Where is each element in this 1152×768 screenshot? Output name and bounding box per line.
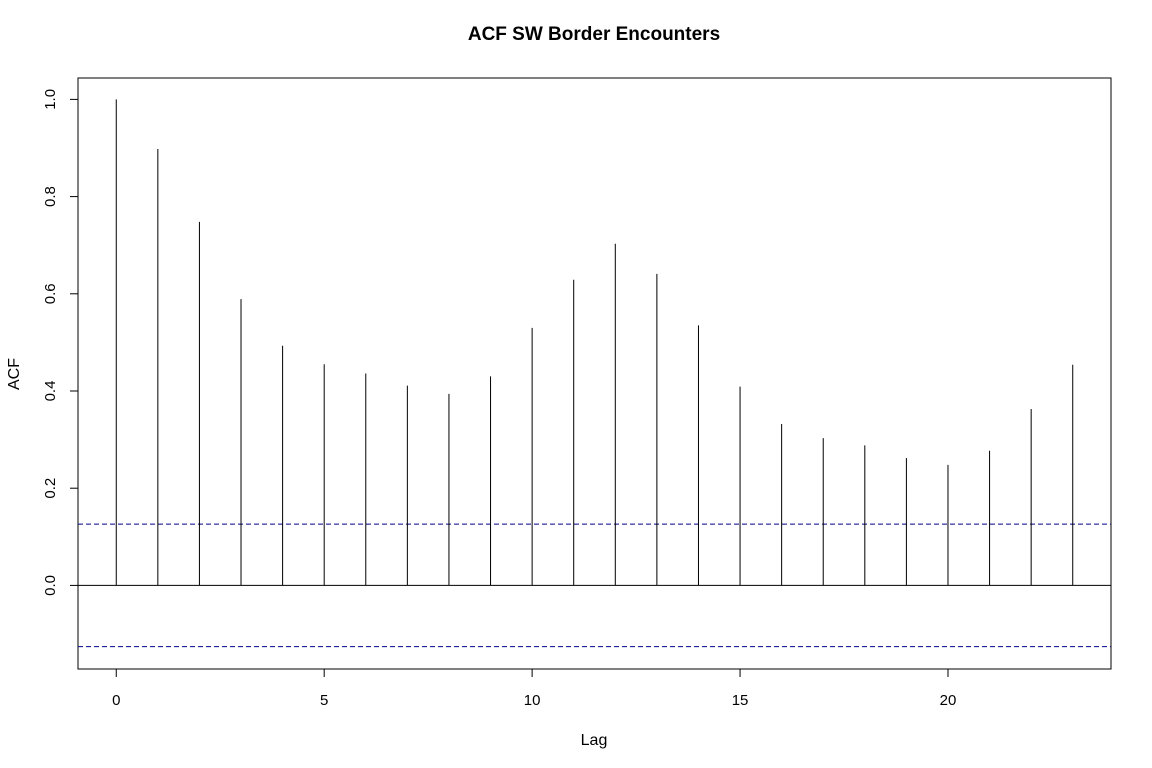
y-axis-label: ACF (6, 358, 23, 390)
x-tick-label: 10 (524, 692, 541, 709)
y-tick-label: 0.2 (42, 478, 59, 499)
chart-title: ACF SW Border Encounters (468, 24, 720, 45)
y-axis: 0.0 0.2 0.4 0.6 0.8 1.0 (42, 89, 79, 596)
plot-frame (77, 77, 1112, 670)
y-tick-label: 1.0 (42, 89, 59, 110)
x-axis-label: Lag (581, 732, 608, 749)
y-tick-label: 0.8 (42, 186, 59, 207)
x-tick-label: 15 (732, 692, 749, 709)
x-tick-label: 0 (112, 692, 120, 709)
x-tick-label: 20 (940, 692, 957, 709)
x-tick-label: 5 (320, 692, 328, 709)
y-tick-label: 0.0 (42, 575, 59, 596)
y-tick-label: 0.4 (42, 381, 59, 402)
y-tick-label: 0.6 (42, 283, 59, 304)
acf-stems (115, 99, 1074, 586)
x-axis: 0 5 10 15 20 (112, 668, 957, 709)
reference-lines (78, 523, 1111, 648)
